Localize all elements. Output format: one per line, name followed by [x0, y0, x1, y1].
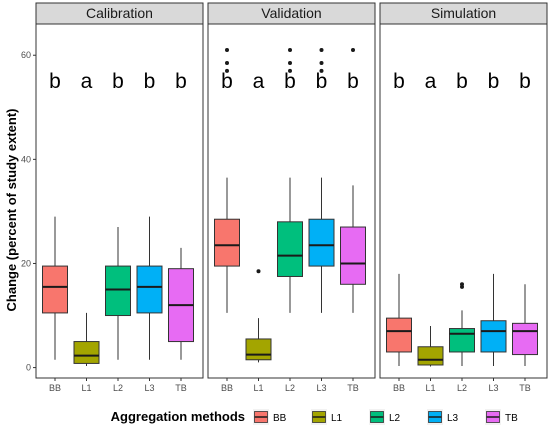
box-l1: a — [73, 70, 100, 367]
box-tb: b — [512, 70, 538, 367]
outlier-point — [319, 61, 324, 66]
box-body — [386, 317, 412, 353]
significance-letter: b — [49, 70, 61, 93]
legend-label: L3 — [447, 413, 459, 424]
box-body — [42, 265, 68, 314]
outlier-point — [460, 282, 464, 287]
x-tick-label: L2 — [113, 383, 123, 393]
significance-letter: b — [456, 70, 468, 93]
box-bb: b — [214, 48, 240, 313]
x-tick-label: L2 — [457, 383, 467, 393]
outlier-point — [288, 48, 292, 53]
legend-label: L2 — [389, 413, 401, 424]
legend-item-tb: TB — [485, 409, 518, 425]
outlier-point — [256, 269, 261, 274]
box-body — [480, 320, 507, 353]
box-body — [214, 218, 240, 267]
significance-letter: b — [284, 70, 296, 93]
strip-title: Validation — [261, 5, 321, 21]
box-bb: b — [386, 70, 412, 367]
panel-validation: Validation b BB a L1 b L2 b L3 b TB — [207, 2, 376, 393]
outlier-point — [351, 48, 355, 53]
strip-title: Calibration — [86, 5, 153, 21]
box-tb: b — [340, 48, 366, 313]
y-axis: 0 20 40 60 — [21, 50, 36, 373]
x-tick-label: L2 — [285, 383, 295, 393]
legend-item-bb: BB — [253, 409, 287, 425]
box-body — [105, 265, 131, 317]
box-l1: a — [245, 70, 272, 363]
y-tick-label: 60 — [21, 50, 31, 60]
x-tick-label: L1 — [81, 383, 91, 393]
x-tick-label: TB — [347, 383, 359, 393]
significance-letter: b — [112, 70, 124, 93]
x-tick-label: L1 — [253, 383, 263, 393]
significance-letter: b — [175, 70, 187, 93]
legend-label: L1 — [331, 413, 343, 424]
x-tick-label: BB — [49, 383, 61, 393]
legend: Aggregation methods BB L1 L2 L3 TB — [111, 409, 518, 425]
outlier-point — [288, 68, 292, 73]
box-body — [136, 265, 163, 314]
box-l3: b — [308, 48, 335, 313]
x-tick-label: L1 — [425, 383, 435, 393]
legend-label: TB — [505, 413, 518, 424]
x-tick-label: BB — [221, 383, 233, 393]
legend-item-l2: L2 — [369, 409, 401, 425]
legend-title: Aggregation methods — [111, 409, 245, 424]
box-body — [512, 322, 538, 356]
outlier-point — [225, 61, 229, 66]
outlier-point — [225, 48, 229, 53]
box-body — [449, 328, 475, 353]
outlier-point — [319, 68, 324, 73]
x-tick-label: TB — [519, 383, 531, 393]
x-tick-label: L3 — [488, 383, 498, 393]
box-l3: b — [136, 70, 163, 360]
panel-area — [207, 23, 376, 379]
x-tick-label: TB — [175, 383, 187, 393]
facet-panels: Calibration b BB a L1 b L2 b L3 b TB Validation b BB a… — [35, 2, 548, 393]
significance-letter: b — [347, 70, 359, 93]
box-l3: b — [480, 70, 507, 367]
outlier-point — [288, 61, 292, 66]
x-tick-label: L3 — [144, 383, 154, 393]
legend-label: BB — [273, 413, 287, 424]
significance-letter: b — [316, 70, 328, 93]
outlier-point — [319, 48, 324, 53]
box-l2: b — [105, 70, 131, 360]
significance-letter: a — [253, 70, 265, 93]
significance-letter: b — [488, 70, 500, 93]
significance-letter: b — [519, 70, 531, 93]
strip-title: Simulation — [431, 5, 496, 21]
significance-letter: a — [425, 70, 437, 93]
y-tick-label: 40 — [21, 154, 31, 164]
legend-item-l1: L1 — [311, 409, 343, 425]
panel-simulation: Simulation b BB a L1 b L2 b L3 b TB — [379, 2, 548, 393]
significance-letter: b — [144, 70, 156, 93]
significance-letter: b — [221, 70, 233, 93]
box-tb: b — [168, 70, 194, 360]
x-tick-label: L3 — [316, 383, 326, 393]
box-l1: a — [417, 70, 444, 367]
x-tick-label: BB — [393, 383, 405, 393]
panel-calibration: Calibration b BB a L1 b L2 b L3 b TB — [35, 2, 204, 393]
box-body — [308, 218, 335, 267]
box-body — [340, 226, 366, 285]
box-body — [245, 338, 272, 361]
box-bb: b — [42, 70, 68, 360]
box-l2: b — [277, 48, 303, 313]
outlier-point — [225, 68, 229, 73]
box-body — [417, 346, 444, 366]
significance-letter: a — [81, 70, 93, 93]
box-body — [277, 221, 303, 277]
y-tick-label: 0 — [26, 363, 31, 373]
y-axis-title: Change (percent of study extent) — [4, 109, 19, 312]
significance-letter: b — [393, 70, 405, 93]
box-l2: b — [449, 70, 475, 367]
y-tick-label: 20 — [21, 258, 31, 268]
legend-item-l3: L3 — [427, 409, 459, 425]
box-body — [73, 341, 100, 364]
